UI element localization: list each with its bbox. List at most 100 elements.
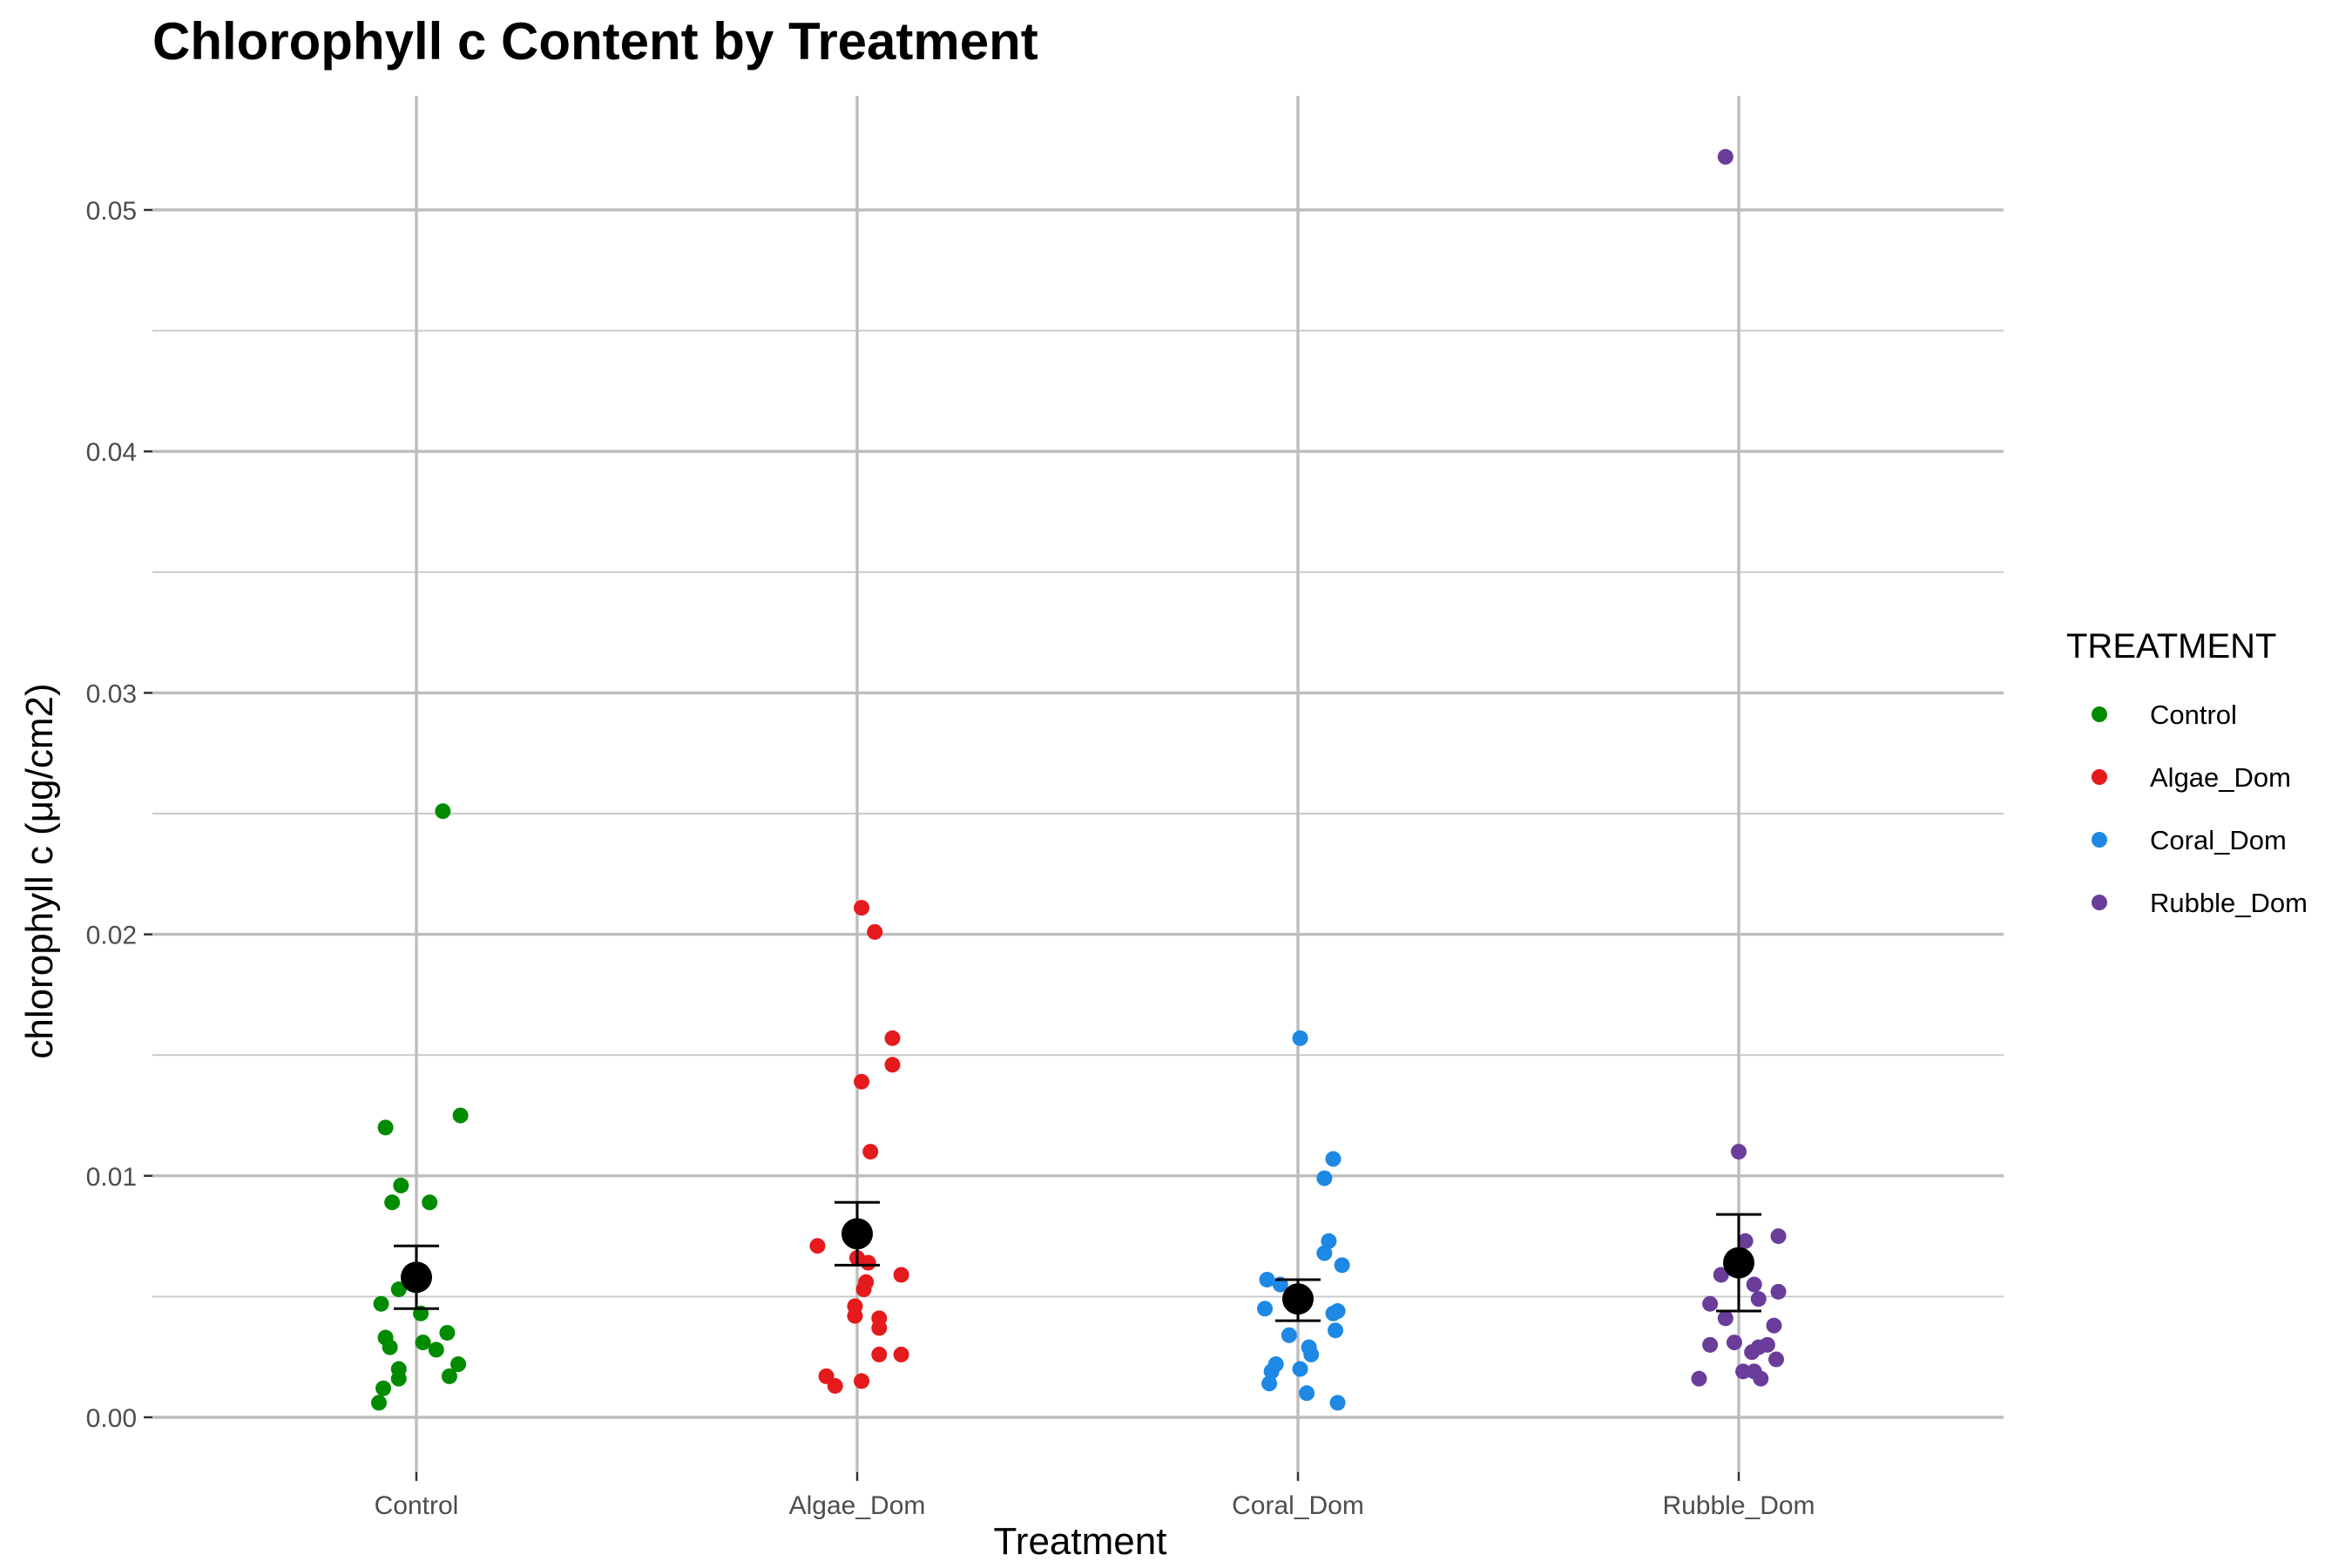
data-point bbox=[862, 1144, 879, 1160]
y-axis-title: chlorophyll c (μg/cm2) bbox=[18, 683, 61, 1058]
data-point bbox=[1766, 1317, 1782, 1334]
x-tick-label: Coral_Dom bbox=[1232, 1491, 1364, 1520]
mean-error-bars bbox=[394, 1200, 1761, 1322]
data-point bbox=[855, 1281, 872, 1298]
y-tick-label: 0.05 bbox=[86, 197, 137, 226]
legend-entry: Algae_Dom bbox=[2092, 762, 2291, 793]
data-point bbox=[1753, 1370, 1769, 1387]
data-point bbox=[1717, 1310, 1734, 1327]
x-axis-title: Treatment bbox=[994, 1520, 1167, 1563]
data-point bbox=[441, 1368, 457, 1384]
legend-key bbox=[2092, 706, 2107, 722]
data-points bbox=[370, 149, 1787, 1411]
data-point bbox=[884, 1057, 901, 1073]
legend-key bbox=[2092, 895, 2107, 910]
y-tick-label: 0.01 bbox=[86, 1163, 137, 1192]
data-point bbox=[1746, 1276, 1762, 1293]
x-tick-label: Algae_Dom bbox=[789, 1491, 926, 1520]
data-point bbox=[1325, 1305, 1342, 1321]
data-point bbox=[1328, 1322, 1344, 1339]
mean-point bbox=[1282, 1283, 1314, 1315]
legend-title: TREATMENT bbox=[2066, 627, 2276, 666]
data-point bbox=[377, 1119, 394, 1136]
data-point bbox=[1259, 1271, 1275, 1288]
data-point bbox=[1737, 1233, 1754, 1249]
data-point bbox=[854, 900, 870, 916]
data-point bbox=[428, 1342, 444, 1358]
data-point bbox=[370, 1395, 387, 1411]
data-point bbox=[1316, 1170, 1333, 1186]
data-point bbox=[1261, 1375, 1278, 1392]
x-axis: Control Algae_Dom Coral_Dom Rubble_Dom bbox=[375, 1472, 1815, 1520]
data-point bbox=[393, 1177, 409, 1193]
legend-entry: Control bbox=[2092, 700, 2237, 730]
legend-label: Rubble_Dom bbox=[2150, 888, 2308, 918]
data-point bbox=[382, 1339, 398, 1355]
minor-gridlines bbox=[152, 329, 2004, 1298]
data-point bbox=[1316, 1245, 1333, 1261]
mean-point bbox=[841, 1218, 873, 1250]
legend: TREATMENT Control Algae_Dom Coral_Dom Rubbl… bbox=[2066, 627, 2308, 918]
legend-key bbox=[2092, 769, 2107, 785]
data-point bbox=[1735, 1363, 1752, 1380]
data-point bbox=[1713, 1267, 1729, 1283]
data-point bbox=[893, 1267, 909, 1283]
data-point bbox=[827, 1377, 843, 1394]
data-point bbox=[390, 1281, 407, 1298]
data-point bbox=[1263, 1363, 1280, 1380]
data-point bbox=[854, 1373, 870, 1389]
data-point bbox=[1329, 1395, 1346, 1411]
data-point bbox=[415, 1335, 431, 1351]
y-tick-label: 0.04 bbox=[86, 438, 137, 467]
data-point bbox=[871, 1320, 888, 1336]
data-point bbox=[1770, 1283, 1787, 1300]
chart-title: Chlorophyll c Content by Treatment bbox=[152, 12, 1038, 71]
data-point bbox=[847, 1308, 863, 1324]
data-point bbox=[871, 1346, 888, 1362]
mean-point bbox=[401, 1261, 432, 1294]
data-point bbox=[1292, 1030, 1308, 1046]
legend-entry: Rubble_Dom bbox=[2092, 888, 2308, 918]
mean-point bbox=[1723, 1247, 1754, 1279]
data-point bbox=[373, 1295, 389, 1312]
y-tick-label: 0.00 bbox=[86, 1404, 137, 1433]
y-tick-label: 0.03 bbox=[86, 679, 137, 708]
y-tick-label: 0.02 bbox=[86, 922, 137, 950]
legend-key bbox=[2092, 832, 2107, 848]
data-point bbox=[1744, 1344, 1761, 1361]
data-point bbox=[450, 1356, 467, 1373]
data-point bbox=[1325, 1151, 1342, 1167]
data-point bbox=[809, 1238, 826, 1254]
legend-entry: Coral_Dom bbox=[2092, 825, 2287, 855]
data-point bbox=[1726, 1335, 1742, 1351]
data-point bbox=[1257, 1301, 1274, 1317]
legend-label: Algae_Dom bbox=[2150, 762, 2291, 793]
data-point bbox=[1292, 1361, 1308, 1377]
data-point bbox=[854, 1073, 870, 1090]
data-point bbox=[384, 1194, 401, 1211]
data-point bbox=[1731, 1144, 1747, 1160]
data-point bbox=[390, 1370, 407, 1387]
y-axis: 0.00 0.01 0.02 0.03 0.04 0.05 bbox=[86, 197, 152, 1433]
data-point bbox=[1299, 1385, 1315, 1402]
data-point bbox=[435, 803, 451, 820]
data-point bbox=[1691, 1370, 1707, 1387]
data-point bbox=[1334, 1257, 1350, 1274]
data-point bbox=[1717, 149, 1734, 166]
legend-entries: Control Algae_Dom Coral_Dom Rubble_Dom bbox=[2092, 700, 2308, 918]
data-point bbox=[422, 1194, 438, 1211]
plot-area: 0.00 0.01 0.02 0.03 0.04 0.05 Control Algae_Do… bbox=[86, 96, 2004, 1520]
data-point bbox=[1768, 1351, 1785, 1368]
x-tick-label: Control bbox=[375, 1491, 459, 1520]
data-point bbox=[1303, 1346, 1320, 1362]
data-point bbox=[867, 923, 883, 940]
data-point bbox=[439, 1324, 456, 1341]
data-point bbox=[884, 1030, 901, 1046]
legend-label: Control bbox=[2150, 700, 2237, 730]
data-point bbox=[1750, 1291, 1767, 1308]
data-point bbox=[1702, 1295, 1719, 1312]
data-point bbox=[452, 1107, 469, 1124]
data-point bbox=[375, 1380, 392, 1396]
x-tick-label: Rubble_Dom bbox=[1662, 1491, 1815, 1520]
data-point bbox=[1702, 1336, 1719, 1353]
